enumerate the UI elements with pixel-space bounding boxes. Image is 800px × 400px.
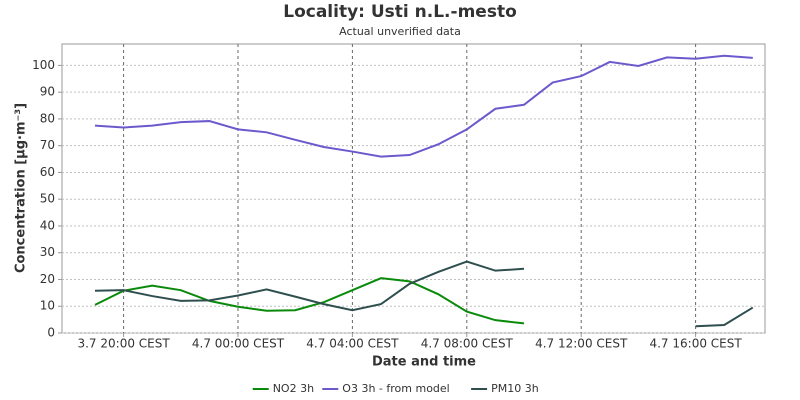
x-tick-label: 4.7 04:00 CEST (306, 337, 399, 351)
legend-label: O3 3h - from model (342, 382, 449, 395)
y-tick-label: 70 (40, 138, 55, 152)
series-line (94, 260, 754, 328)
y-tick-label: 60 (40, 165, 55, 179)
x-axis-label: Date and time (372, 355, 476, 370)
x-tick-label: 3.7 20:00 CEST (77, 337, 170, 351)
legend-label: PM10 3h (491, 382, 539, 395)
chart-subtitle: Actual unverified data (339, 25, 461, 38)
y-tick-label: 20 (40, 272, 55, 286)
y-tick-label: 50 (40, 192, 55, 206)
y-tick-label: 80 (40, 111, 55, 125)
plot-area (61, 43, 766, 334)
x-tick-label: 4.7 16:00 CEST (649, 337, 742, 351)
series-line (94, 54, 753, 158)
y-tick-label: 0 (47, 326, 55, 340)
legend-label: NO2 3h (273, 382, 314, 395)
y-tick-label: 100 (32, 58, 55, 72)
y-axis-label: Concentration [µg·m⁻³] (14, 103, 29, 273)
x-tick-label: 4.7 08:00 CEST (421, 337, 514, 351)
chart-title: Locality: Usti n.L.-mesto (283, 2, 517, 22)
series-line (94, 277, 525, 325)
y-tick-label: 30 (40, 245, 55, 259)
y-tick-label: 40 (40, 218, 55, 232)
y-tick-label: 90 (40, 85, 55, 99)
y-tick-label: 10 (40, 299, 55, 313)
x-tick-label: 4.7 12:00 CEST (535, 337, 628, 351)
x-tick-label: 4.7 00:00 CEST (192, 337, 285, 351)
